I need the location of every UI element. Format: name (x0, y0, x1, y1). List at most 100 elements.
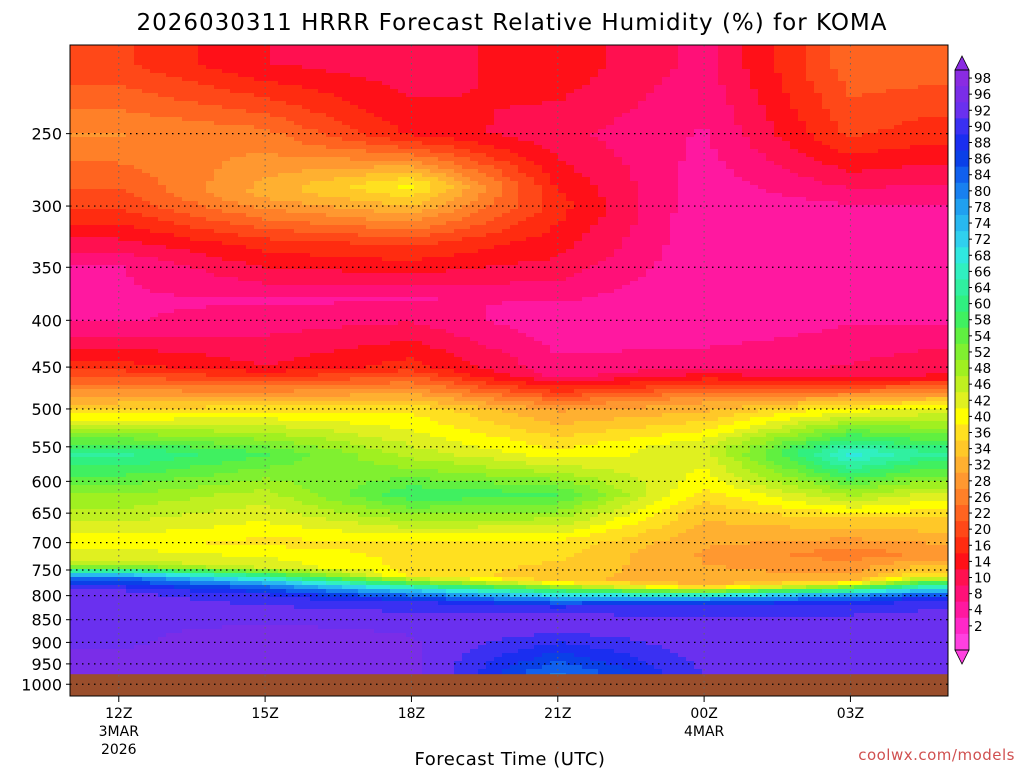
humidity-cell (750, 133, 759, 138)
humidity-cell (358, 189, 367, 194)
humidity-cell (774, 177, 783, 182)
humidity-cell (542, 169, 551, 174)
humidity-cell (510, 189, 519, 194)
humidity-cell (910, 121, 919, 126)
humidity-cell (806, 205, 815, 210)
humidity-cell (318, 77, 327, 82)
humidity-cell (462, 77, 471, 82)
humidity-cell (166, 205, 175, 210)
humidity-cell (134, 161, 143, 166)
humidity-cell (822, 165, 831, 170)
humidity-cell (766, 197, 775, 202)
humidity-cell (822, 141, 831, 146)
humidity-cell (542, 197, 551, 202)
humidity-cell (182, 165, 191, 170)
humidity-cell (94, 65, 103, 70)
humidity-cell (822, 93, 831, 98)
humidity-cell (606, 101, 615, 106)
humidity-cell (622, 97, 631, 102)
humidity-cell (310, 97, 319, 102)
humidity-cell (822, 201, 831, 206)
humidity-cell (646, 177, 655, 182)
humidity-cell (318, 205, 327, 210)
humidity-cell (494, 205, 503, 210)
humidity-cell (390, 141, 399, 146)
humidity-cell (942, 213, 949, 218)
humidity-cell (438, 149, 447, 154)
humidity-cell (198, 113, 207, 118)
humidity-cell (782, 205, 791, 210)
humidity-cell (870, 61, 879, 66)
humidity-cell (206, 101, 215, 106)
humidity-cell (630, 141, 639, 146)
humidity-cell (302, 193, 311, 198)
humidity-cell (462, 165, 471, 170)
humidity-cell (278, 137, 287, 142)
humidity-cell (150, 93, 159, 98)
humidity-cell (110, 145, 119, 150)
humidity-cell (526, 209, 535, 214)
humidity-cell (342, 137, 351, 142)
humidity-cell (102, 161, 111, 166)
humidity-cell (382, 173, 391, 178)
humidity-cell (254, 53, 263, 58)
humidity-cell (174, 137, 183, 142)
humidity-cell (238, 101, 247, 106)
humidity-cell (414, 225, 423, 230)
humidity-cell (118, 165, 127, 170)
humidity-cell (390, 169, 399, 174)
humidity-cell (646, 141, 655, 146)
humidity-cell (254, 133, 263, 138)
humidity-cell (734, 45, 743, 50)
humidity-cell (566, 57, 575, 62)
humidity-cell (126, 133, 135, 138)
humidity-cell (926, 45, 935, 50)
humidity-cell (598, 177, 607, 182)
humidity-cell (670, 97, 679, 102)
humidity-cell (710, 105, 719, 110)
humidity-cell (294, 197, 303, 202)
humidity-cell (774, 73, 783, 78)
humidity-cell (726, 137, 735, 142)
humidity-cell (614, 177, 623, 182)
humidity-cell (302, 105, 311, 110)
humidity-cell (294, 213, 303, 218)
humidity-cell (222, 81, 231, 86)
humidity-cell (446, 185, 455, 190)
humidity-cell (590, 93, 599, 98)
humidity-cell (486, 85, 495, 90)
humidity-cell (574, 177, 583, 182)
humidity-cell (70, 189, 79, 194)
humidity-cell (206, 197, 215, 202)
humidity-cell (942, 81, 949, 86)
humidity-cell (302, 217, 311, 222)
humidity-cell (334, 189, 343, 194)
humidity-cell (174, 157, 183, 162)
humidity-cell (126, 121, 135, 126)
humidity-cell (934, 101, 943, 106)
humidity-cell (286, 101, 295, 106)
humidity-cell (390, 145, 399, 150)
humidity-cell (854, 181, 863, 186)
humidity-cell (622, 81, 631, 86)
humidity-cell (726, 97, 735, 102)
humidity-cell (358, 185, 367, 190)
humidity-cell (406, 109, 415, 114)
humidity-cell (534, 53, 543, 58)
humidity-cell (94, 157, 103, 162)
humidity-cell (286, 185, 295, 190)
humidity-cell (862, 69, 871, 74)
humidity-cell (342, 169, 351, 174)
humidity-cell (174, 145, 183, 150)
humidity-cell (726, 141, 735, 146)
humidity-cell (318, 117, 327, 122)
humidity-cell (558, 129, 567, 134)
humidity-cell (334, 185, 343, 190)
humidity-cell (310, 77, 319, 82)
humidity-cell (206, 201, 215, 206)
humidity-cell (670, 53, 679, 58)
humidity-cell (350, 173, 359, 178)
humidity-cell (598, 185, 607, 190)
humidity-cell (478, 165, 487, 170)
humidity-cell (798, 61, 807, 66)
